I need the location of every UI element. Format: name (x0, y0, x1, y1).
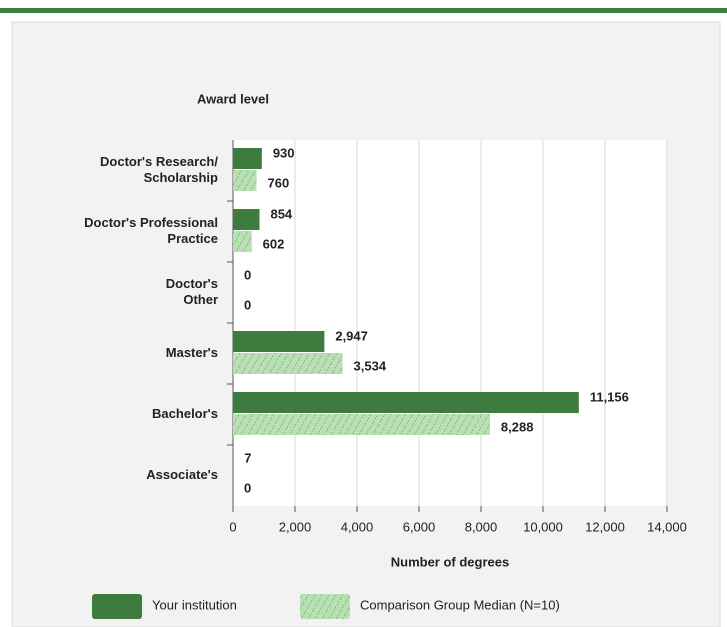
y-tick-label: Associate's (146, 467, 218, 482)
data-label: 0 (244, 480, 251, 495)
bar (233, 209, 260, 230)
y-tick-label: Doctor's Research/ (100, 154, 218, 169)
bar (233, 231, 252, 252)
y-tick-label: Scholarship (144, 170, 218, 185)
data-label: 2,947 (335, 328, 368, 343)
bar (233, 148, 262, 169)
x-tick-label: 12,000 (585, 519, 625, 534)
bar (233, 353, 343, 374)
data-label: 760 (268, 175, 290, 190)
x-tick-label: 10,000 (523, 519, 563, 534)
y-tick-label: Doctor's (166, 276, 218, 291)
bar (233, 392, 579, 413)
data-label: 930 (273, 145, 295, 160)
legend-label: Your institution (152, 597, 237, 612)
bar (233, 331, 325, 352)
legend-swatch (300, 594, 350, 619)
x-tick-label: 2,000 (279, 519, 312, 534)
y-tick-label: Doctor's Professional (84, 215, 218, 230)
bar (233, 414, 490, 435)
x-tick-label: 6,000 (403, 519, 436, 534)
bar (233, 170, 257, 191)
top-bar (0, 8, 727, 13)
data-label: 0 (244, 267, 251, 282)
data-label: 11,156 (590, 389, 629, 404)
y-tick-label: Bachelor's (152, 406, 218, 421)
legend-label: Comparison Group Median (N=10) (360, 597, 560, 612)
x-tick-label: 14,000 (647, 519, 687, 534)
data-label: 7 (244, 450, 251, 465)
x-tick-label: 0 (229, 519, 236, 534)
x-tick-label: 8,000 (465, 519, 498, 534)
y-axis-title: Award level (197, 91, 269, 106)
x-tick-label: 4,000 (341, 519, 374, 534)
x-axis-title: Number of degrees (391, 554, 509, 569)
data-label: 0 (244, 297, 251, 312)
data-label: 602 (263, 236, 285, 251)
plot-area (233, 140, 667, 506)
data-label: 854 (270, 206, 292, 221)
data-label: 3,534 (354, 358, 387, 373)
data-label: 8,288 (501, 419, 534, 434)
y-tick-label: Master's (166, 345, 218, 360)
y-tick-label: Practice (167, 231, 218, 246)
legend-swatch (92, 594, 142, 619)
y-tick-label: Other (183, 292, 218, 307)
